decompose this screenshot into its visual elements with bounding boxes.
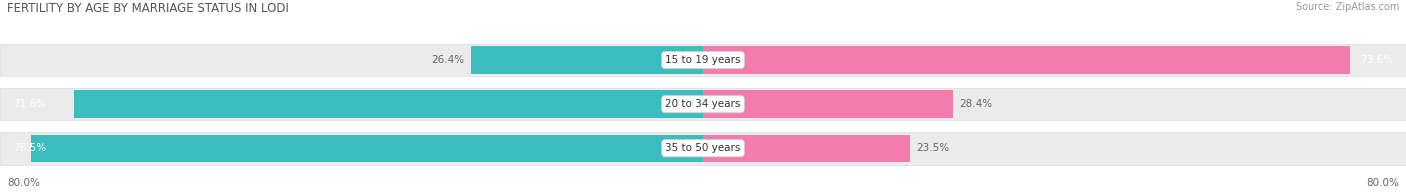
- Text: 80.0%: 80.0%: [1367, 178, 1399, 188]
- Text: FERTILITY BY AGE BY MARRIAGE STATUS IN LODI: FERTILITY BY AGE BY MARRIAGE STATUS IN L…: [7, 2, 288, 15]
- Bar: [703, 91, 953, 118]
- Bar: [0, 132, 1406, 165]
- Text: 76.5%: 76.5%: [13, 143, 46, 153]
- Text: 73.6%: 73.6%: [1360, 55, 1393, 65]
- Text: Source: ZipAtlas.com: Source: ZipAtlas.com: [1295, 2, 1399, 12]
- Bar: [0, 44, 1406, 76]
- Bar: [31, 135, 703, 162]
- Text: 71.6%: 71.6%: [13, 99, 46, 109]
- Bar: [471, 46, 703, 74]
- Bar: [0, 88, 1406, 120]
- Text: 15 to 19 years: 15 to 19 years: [665, 55, 741, 65]
- Text: 35 to 50 years: 35 to 50 years: [665, 143, 741, 153]
- Bar: [703, 135, 910, 162]
- Text: 23.5%: 23.5%: [917, 143, 949, 153]
- Bar: [703, 46, 1350, 74]
- Text: 20 to 34 years: 20 to 34 years: [665, 99, 741, 109]
- Bar: [75, 91, 703, 118]
- Text: 26.4%: 26.4%: [430, 55, 464, 65]
- Text: 80.0%: 80.0%: [7, 178, 39, 188]
- Text: 28.4%: 28.4%: [960, 99, 993, 109]
